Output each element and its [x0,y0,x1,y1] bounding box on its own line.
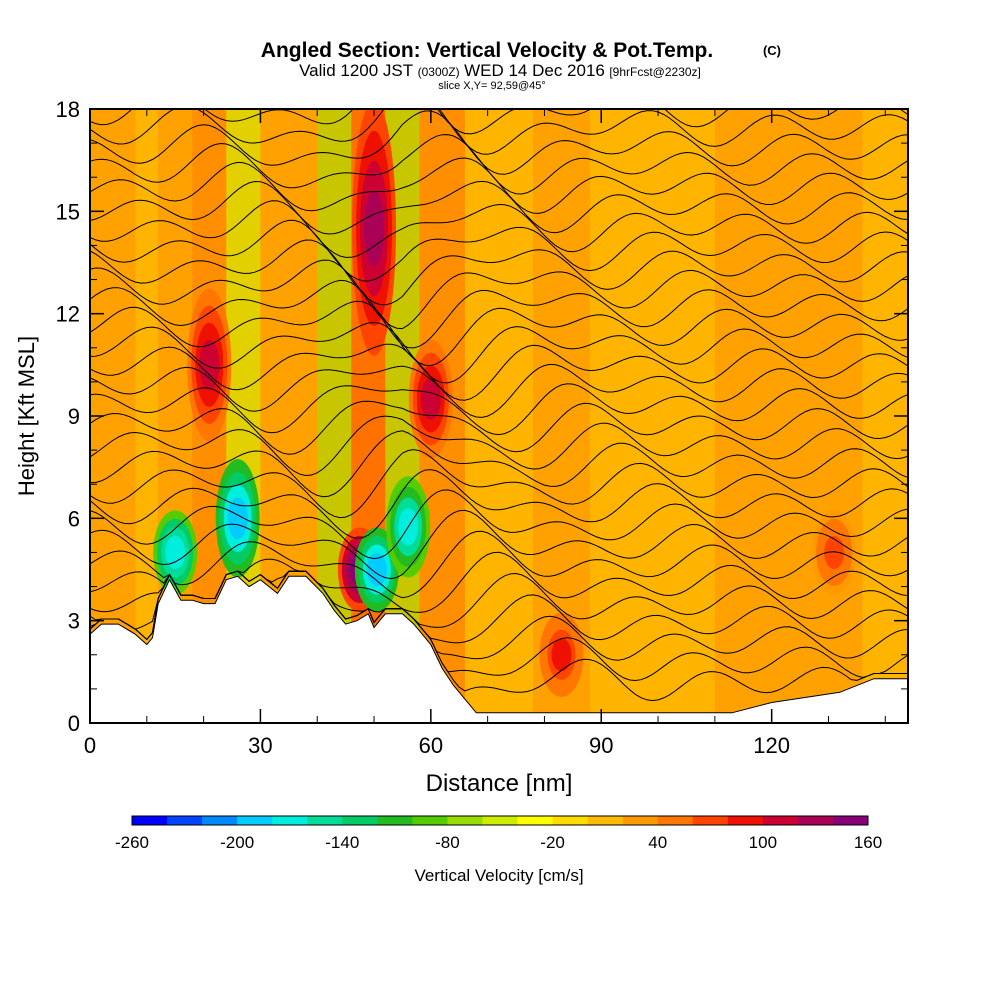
isentrope [90,415,908,477]
slice-label: slice X,Y= 92,59@45° [438,80,546,92]
colorbar-swatch [167,816,203,825]
isentrope [90,321,908,384]
velocity-band [135,109,159,723]
y-tick-label: 15 [56,199,80,224]
updraft-core [420,378,441,420]
colorbar-swatch [132,816,168,825]
y-axis-label: Height [Kft MSL] [14,336,39,496]
isentrope [90,551,908,613]
colorbar-swatch [307,816,343,825]
velocity-band [800,109,863,723]
colorbar-swatch [272,816,308,825]
isentrope [90,469,908,539]
colorbar-swatch [342,816,378,825]
isentrope [90,259,908,330]
colorbar-swatch [762,816,799,825]
chart-title-unit: (C) [763,43,781,58]
colorbar-swatch [412,816,448,825]
updraft-core [364,190,385,267]
colorbar-swatch [692,816,729,825]
terrain-mask [90,575,908,723]
colorbar-tick-label: -260 [115,833,149,852]
updraft-core [199,339,220,390]
colorbar-frame [131,815,869,826]
velocity-band [658,109,715,723]
isentrope [90,219,908,282]
isentrope [90,200,908,258]
colorbar-swatch [657,816,694,825]
y-tick-label: 18 [56,97,80,122]
colorbar-tick-label: 40 [648,833,667,852]
colorbar-tick-label: -80 [435,833,460,852]
isentrope [90,509,908,580]
colorbar-swatch [832,816,869,825]
colorbar-tick-label: 160 [854,833,882,852]
colorbar-swatch [552,816,589,825]
updraft-core [824,535,845,569]
y-tick-label: 6 [68,506,80,531]
colorbar: -260 -200 -140 -80 -20 40 100 160 [115,815,882,852]
isentrope [90,400,908,455]
velocity-band [714,109,801,723]
colorbar-swatch [622,816,659,825]
x-axis-label: Distance [nm] [426,770,573,797]
plot-area [89,108,909,724]
isentrope [90,343,908,401]
isentrope [90,530,908,599]
chart-title: Angled Section: Vertical Velocity & Pot.… [261,39,713,62]
isentrope [90,279,908,349]
x-tick-label: 0 [84,733,96,758]
x-tick-label: 60 [419,733,443,758]
colorbar-tick-label: -20 [540,833,565,852]
x-tick-label: 90 [589,733,613,758]
colorbar-swatch [482,816,519,825]
velocity-band [589,109,659,723]
updraft-core [551,638,572,672]
colorbar-label: Vertical Velocity [cm/s] [414,866,583,885]
x-axis: 0 30 60 90 120 [84,109,886,758]
isentrope [90,300,908,367]
isentrope [90,239,908,306]
colorbar-tick-label: 100 [749,833,777,852]
y-tick-label: 0 [68,711,80,736]
isentrope [90,363,908,418]
isentrope [90,180,908,235]
isentrope [90,134,908,195]
y-tick-label: 12 [56,302,80,327]
colorbar-swatch [202,816,238,825]
isentrope [90,430,908,498]
potential-temperature-contours [90,109,908,702]
velocity-band [464,109,534,723]
y-axis: 0 3 6 9 12 15 18 [56,97,908,736]
isentrope [90,489,908,560]
colorbar-swatch [377,816,413,825]
downdraft-core [366,552,387,587]
colorbar-tick-label: -200 [220,833,254,852]
colorbar-tick-label: -140 [325,833,359,852]
downdraft-core [165,535,186,569]
colorbar-swatch [237,816,273,825]
chart-subtitle: Valid 1200 JST (0300Z) WED 14 Dec 2016 [… [299,61,701,80]
terrain [90,575,908,723]
isentrope [90,449,908,519]
isentrope [90,110,908,175]
y-tick-label: 3 [68,609,80,634]
isentrope [90,383,908,436]
colorbar-swatch [587,816,624,825]
isentrope [90,109,908,135]
colorbar-swatch [797,816,834,825]
colorbar-swatch [517,816,554,825]
x-tick-label: 30 [248,733,272,758]
y-tick-label: 9 [68,404,80,429]
x-tick-label: 120 [753,733,790,758]
downdraft-core [227,497,248,540]
colorbar-swatch [447,816,483,825]
colorbar-swatch [727,816,764,825]
